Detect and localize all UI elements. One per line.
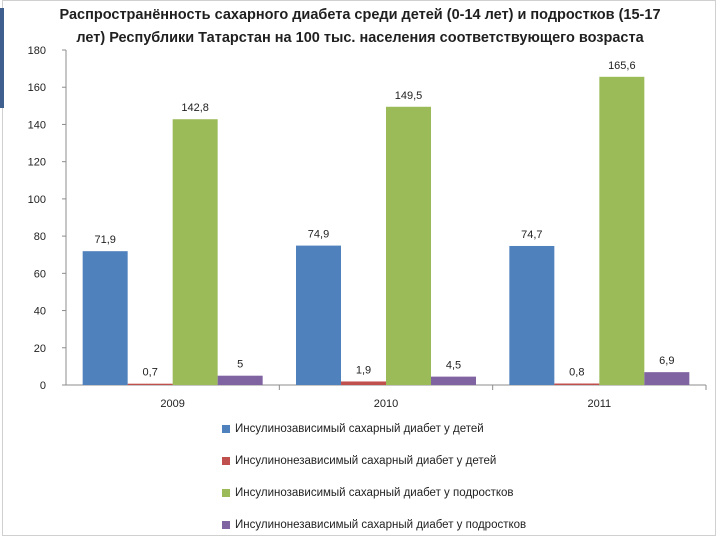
bar — [296, 245, 341, 385]
y-tick-label: 180 — [28, 45, 46, 57]
chart-title-line-1: Распространённость сахарного диабета сре… — [59, 7, 661, 23]
data-label: 74,7 — [521, 229, 542, 241]
chart-legend: Инсулинозависимый сахарный диабет у дете… — [222, 413, 682, 541]
data-label: 6,9 — [659, 355, 674, 367]
y-tick-label: 40 — [34, 306, 46, 318]
y-tick-label: 160 — [28, 82, 46, 94]
legend-item: Инсулинонезависимый сахарный диабет у де… — [222, 445, 682, 477]
bar — [431, 376, 476, 385]
data-label: 74,9 — [308, 229, 329, 241]
data-label: 142,8 — [181, 102, 209, 114]
legend-label: Инсулинонезависимый сахарный диабет у по… — [235, 519, 527, 531]
bar — [599, 76, 645, 386]
x-tick-label: 2010 — [374, 398, 398, 410]
data-label: 165,6 — [608, 60, 636, 72]
bar — [127, 383, 173, 385]
bar — [509, 245, 555, 385]
legend-swatch — [222, 457, 230, 465]
y-tick-label: 20 — [34, 343, 46, 355]
data-label: 0,7 — [143, 367, 158, 379]
bar — [554, 383, 600, 385]
y-tick-label: 100 — [28, 194, 46, 206]
legend-swatch — [222, 489, 230, 497]
data-label: 4,5 — [446, 360, 461, 372]
left-accent-bar — [0, 8, 4, 108]
legend-swatch — [222, 425, 230, 433]
chart-title-line-2: лет) Республики Татарстан на 100 тыс. на… — [76, 30, 644, 46]
data-label: 1,9 — [356, 364, 371, 376]
bar — [386, 106, 431, 385]
bar — [82, 251, 128, 385]
legend-label: Инсулинонезависимый сахарный диабет у де… — [235, 455, 497, 467]
bar — [217, 375, 263, 385]
y-tick-label: 0 — [40, 380, 46, 392]
x-tick-label: 2011 — [588, 398, 612, 410]
data-label: 0,8 — [569, 367, 584, 379]
y-tick-label: 120 — [28, 157, 46, 169]
legend-item: Инсулинонезависимый сахарный диабет у по… — [222, 509, 682, 541]
bar — [644, 372, 690, 385]
legend-item: Инсулинозависимый сахарный диабет у дете… — [222, 413, 682, 445]
y-tick-label: 60 — [34, 268, 46, 280]
data-label: 149,5 — [395, 90, 423, 102]
legend-item: Инсулинозависимый сахарный диабет у подр… — [222, 477, 682, 509]
chart-title: Распространённость сахарного диабета сре… — [20, 4, 700, 50]
data-label: 5 — [237, 359, 243, 371]
x-tick-label: 2009 — [160, 398, 184, 410]
y-tick-label: 80 — [34, 231, 46, 243]
y-tick-label: 140 — [28, 119, 46, 131]
legend-label: Инсулинозависимый сахарный диабет у подр… — [235, 487, 514, 499]
legend-swatch — [222, 521, 230, 529]
bar — [341, 381, 386, 385]
bar — [172, 119, 218, 385]
legend-label: Инсулинозависимый сахарный диабет у дете… — [235, 423, 484, 435]
data-label: 71,9 — [94, 234, 115, 246]
